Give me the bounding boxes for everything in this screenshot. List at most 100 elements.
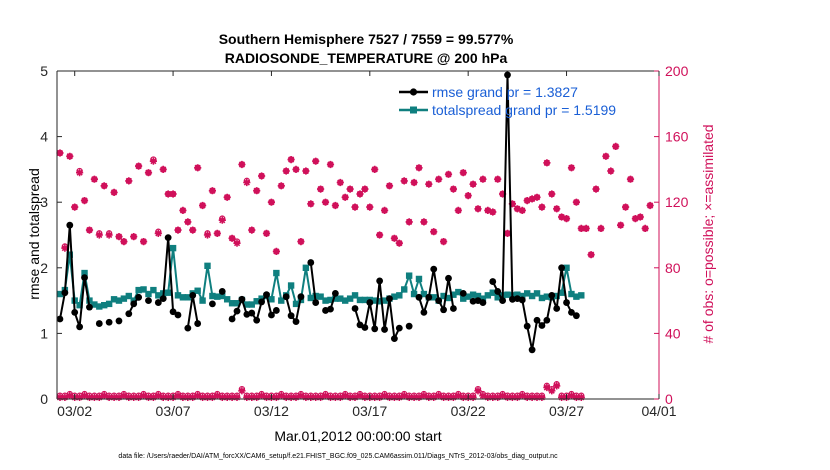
obs-assimilated-marker bbox=[449, 185, 457, 193]
obs-assimilated-marker bbox=[533, 193, 541, 201]
obs-count-series bbox=[56, 142, 654, 401]
rmse-marker bbox=[523, 322, 531, 330]
obs-assimilated-marker bbox=[469, 393, 477, 401]
obs-assimilated-marker bbox=[154, 392, 162, 400]
obs-assimilated-marker bbox=[499, 392, 507, 400]
obs-assimilated-marker bbox=[140, 238, 148, 246]
rmse-marker bbox=[238, 295, 246, 303]
obs-assimilated-marker bbox=[371, 393, 379, 401]
totalspread-marker bbox=[243, 301, 251, 308]
obs-assimilated-marker bbox=[444, 170, 453, 178]
obs-assimilated-marker bbox=[548, 387, 556, 395]
rmse-marker bbox=[538, 322, 546, 329]
obs-assimilated-marker bbox=[346, 393, 354, 401]
obs-assimilated-marker bbox=[361, 393, 369, 401]
obs-assimilated-marker bbox=[567, 164, 576, 172]
totalspread-marker bbox=[543, 293, 551, 300]
rmse-marker bbox=[327, 305, 334, 313]
obs-assimilated-marker bbox=[582, 224, 590, 232]
obs-assimilated-marker bbox=[410, 178, 418, 187]
rmse-marker bbox=[287, 312, 295, 320]
rmse-marker bbox=[425, 293, 433, 301]
totalspread-marker bbox=[346, 295, 354, 302]
rmse-marker bbox=[169, 308, 177, 316]
obs-assimilated-marker bbox=[267, 198, 275, 206]
obs-assimilated-marker bbox=[85, 393, 94, 401]
obs-assimilated-marker bbox=[489, 393, 497, 401]
totalspread-marker bbox=[96, 303, 103, 310]
obs-assimilated-marker bbox=[317, 185, 325, 193]
obs-assimilated-marker bbox=[110, 393, 118, 401]
totalspread-marker bbox=[405, 272, 413, 279]
obs-assimilated-marker bbox=[312, 157, 320, 165]
totalspread-marker bbox=[164, 289, 172, 296]
rmse-marker bbox=[376, 277, 384, 285]
rmse-marker bbox=[351, 305, 359, 312]
obs-assimilated-marker bbox=[464, 192, 472, 200]
totalspread-marker bbox=[415, 275, 423, 283]
obs-assimilated-marker bbox=[223, 393, 231, 401]
obs-assimilated-marker bbox=[513, 393, 521, 401]
obs-assimilated-marker bbox=[56, 149, 64, 157]
totalspread-marker bbox=[327, 296, 334, 304]
totalspread-marker bbox=[514, 291, 521, 298]
totalspread-marker bbox=[342, 297, 349, 304]
obs-assimilated-marker bbox=[390, 393, 398, 401]
obs-assimilated-marker bbox=[218, 393, 226, 401]
rmse-marker bbox=[253, 316, 261, 324]
totalspread-marker bbox=[401, 286, 408, 293]
obs-assimilated-marker bbox=[80, 197, 89, 205]
obs-assimilated-marker bbox=[444, 393, 453, 401]
totalspread-marker bbox=[101, 301, 108, 309]
obs-assimilated-marker bbox=[474, 387, 482, 395]
obs-assimilated-marker bbox=[164, 393, 172, 401]
rmse-marker bbox=[248, 309, 256, 317]
rmse-marker bbox=[218, 288, 226, 295]
legend-spread-marker bbox=[410, 106, 417, 114]
rmse-marker bbox=[489, 278, 497, 285]
obs-assimilated-marker bbox=[297, 238, 305, 246]
totalspread-marker bbox=[66, 251, 73, 258]
obs-assimilated-marker bbox=[351, 393, 359, 401]
rmse-marker bbox=[518, 296, 526, 304]
obs-assimilated-marker bbox=[405, 218, 413, 226]
obs-assimilated-marker bbox=[326, 160, 335, 169]
totalspread-marker bbox=[563, 264, 570, 271]
obs-assimilated-marker bbox=[489, 208, 497, 216]
obs-assimilated-marker bbox=[208, 187, 216, 195]
totalspread-marker bbox=[450, 291, 457, 298]
obs-assimilated-marker bbox=[218, 216, 226, 224]
legend-rmse-label: rmse grand pr = 1.3827 bbox=[432, 84, 578, 100]
obs-assimilated-marker bbox=[454, 206, 462, 214]
rmse-marker bbox=[548, 291, 556, 299]
obs-assimilated-marker bbox=[292, 165, 300, 173]
totalspread-marker bbox=[214, 293, 221, 300]
totalspread-marker bbox=[228, 300, 236, 307]
obs-assimilated-marker bbox=[528, 195, 536, 203]
obs-assimilated-marker bbox=[508, 200, 516, 208]
obs-assimilated-marker bbox=[548, 190, 556, 198]
x-tick-label: 03/22 bbox=[451, 403, 486, 419]
totalspread-marker bbox=[455, 288, 462, 296]
rmse-marker bbox=[95, 320, 103, 327]
rmse-marker bbox=[282, 293, 290, 301]
y2-tick-label: 120 bbox=[665, 194, 689, 210]
obs-assimilated-marker bbox=[420, 218, 428, 226]
y-tick-label: 1 bbox=[40, 325, 48, 341]
totalspread-marker bbox=[273, 269, 280, 277]
obs-assimilated-marker bbox=[503, 393, 512, 401]
obs-assimilated-marker bbox=[459, 169, 467, 177]
rmse-marker bbox=[61, 289, 69, 297]
obs-assimilated-marker bbox=[341, 193, 349, 201]
totalspread-marker bbox=[278, 297, 285, 304]
obs-assimilated-marker bbox=[61, 244, 69, 252]
obs-assimilated-marker bbox=[317, 393, 325, 401]
obs-assimilated-marker bbox=[277, 182, 285, 190]
obs-assimilated-marker bbox=[513, 205, 521, 213]
totalspread-marker bbox=[494, 294, 501, 301]
obs-assimilated-marker bbox=[238, 160, 246, 169]
obs-assimilated-marker bbox=[238, 387, 246, 395]
rmse-marker bbox=[568, 309, 575, 316]
totalspread-marker bbox=[125, 292, 133, 300]
obs-assimilated-marker bbox=[602, 152, 610, 160]
